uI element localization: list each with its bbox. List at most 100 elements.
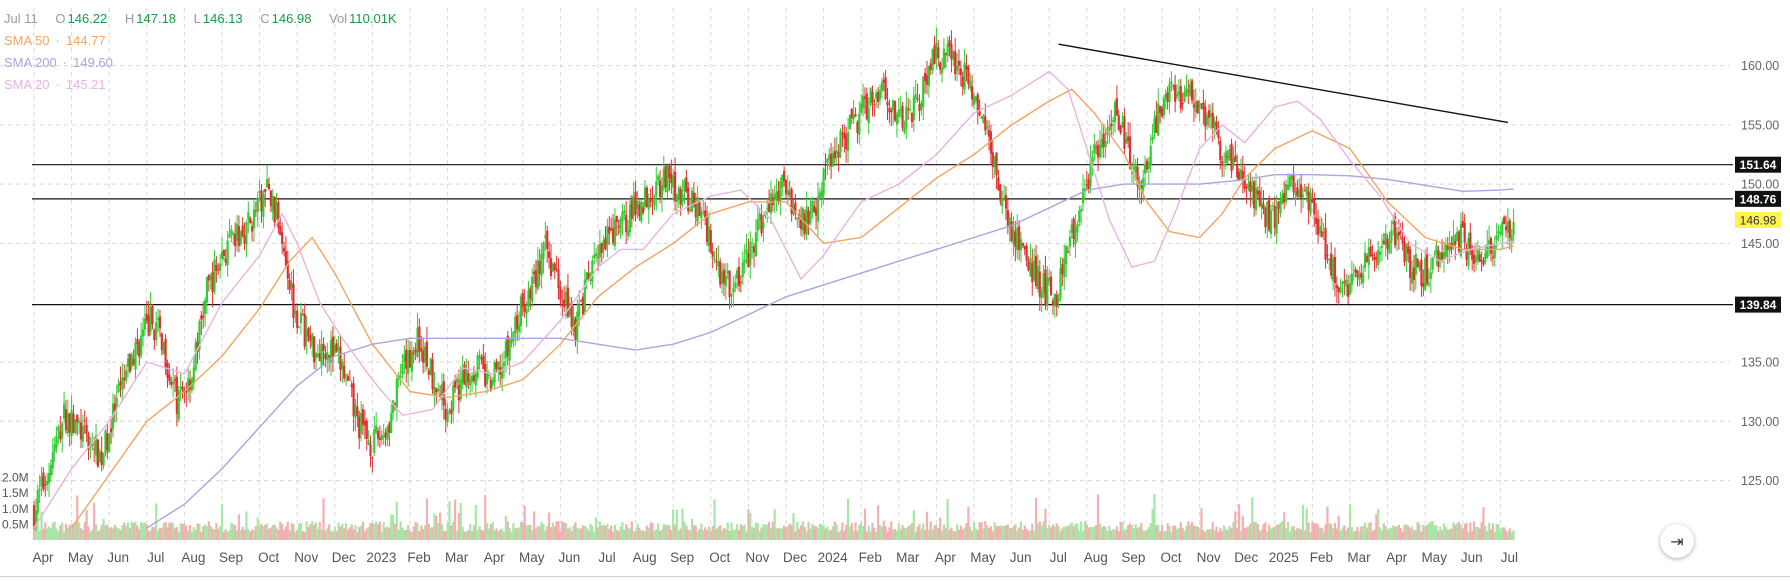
volume-bar	[1437, 530, 1440, 540]
volume-bar	[232, 523, 235, 540]
moving-averages	[33, 70, 1514, 529]
candle-body	[1286, 184, 1290, 190]
candle-body	[252, 209, 256, 229]
candle-body	[68, 413, 71, 433]
volume-bar	[732, 529, 735, 540]
candle-body	[555, 268, 558, 270]
volume-bar	[1051, 524, 1055, 540]
volume-bar	[1217, 531, 1220, 540]
volume-bar	[957, 529, 961, 540]
candle-body	[420, 348, 423, 351]
candle-body	[707, 226, 711, 246]
candle-body	[1369, 246, 1372, 257]
candle-body	[1245, 186, 1248, 189]
volume-bar	[1506, 531, 1510, 540]
volume-bar	[1262, 524, 1265, 540]
candle-body	[1254, 187, 1258, 211]
candle-body	[241, 225, 244, 236]
volume-bar	[611, 531, 615, 540]
candle-body	[726, 270, 729, 274]
volume-bar	[472, 525, 476, 540]
time-tick-label: Mar	[445, 550, 469, 565]
candle-body	[1102, 133, 1105, 147]
volume-bar	[1296, 527, 1299, 540]
candle-body	[1145, 160, 1149, 170]
volume-bar	[775, 528, 778, 540]
volume-bar	[198, 523, 201, 540]
candle-body	[1204, 106, 1207, 127]
candle-body	[984, 116, 987, 131]
volume-bar	[1465, 522, 1468, 540]
candle-body	[506, 335, 509, 356]
candle-body	[128, 353, 131, 372]
candle-body	[818, 192, 821, 198]
volume-bar	[1260, 529, 1263, 540]
volume-bar	[328, 524, 331, 540]
candle-body	[480, 358, 483, 360]
volume-bar	[1371, 531, 1374, 540]
volume-bar	[694, 525, 697, 540]
volume-bar	[1147, 527, 1150, 540]
open-value: 146.22	[67, 11, 108, 26]
candle-body	[203, 300, 207, 315]
candle-body	[307, 328, 310, 337]
candle-body	[1503, 216, 1506, 225]
volume-bar	[1425, 525, 1429, 540]
candle-body	[752, 246, 756, 253]
volume-bar	[299, 522, 303, 540]
candle-body	[369, 444, 372, 457]
sma50-legend[interactable]: SMA 50 · 144.77	[4, 33, 106, 48]
volume-bar	[1066, 525, 1070, 540]
volume-bar	[1399, 527, 1402, 540]
volume-bar	[1459, 524, 1463, 540]
candle-body	[1467, 238, 1470, 266]
candle-body	[1115, 98, 1118, 116]
volume-bar	[1232, 521, 1235, 540]
sma200-legend[interactable]: SMA 200 · 149.60	[4, 55, 113, 70]
candle-body	[944, 52, 947, 55]
candle-body	[675, 195, 679, 203]
candle-body	[1424, 257, 1427, 290]
volume-bar	[1315, 523, 1318, 540]
volume-bar	[1033, 531, 1036, 540]
volume-bar	[995, 526, 998, 540]
candle-body	[1354, 269, 1357, 273]
volume-bar	[585, 527, 588, 540]
candle-body	[1365, 255, 1369, 262]
candle-body	[388, 423, 391, 433]
sma20-legend[interactable]: SMA 20 · 145.21	[4, 77, 106, 92]
scroll-to-latest-button[interactable]: ⇥	[1660, 524, 1694, 558]
volume-bar	[277, 529, 280, 540]
candle-body	[87, 434, 90, 450]
candle-body	[702, 211, 705, 213]
candle-body	[1228, 149, 1231, 161]
volume-bar	[1213, 530, 1216, 540]
volume-bar	[61, 522, 64, 540]
candle-body	[416, 327, 419, 357]
candle-body	[634, 191, 637, 215]
volume-bar	[1228, 525, 1231, 540]
sma200-line	[146, 174, 1514, 529]
volume-bar	[581, 525, 585, 540]
candle-body	[1264, 208, 1267, 228]
candle-body	[1390, 230, 1393, 243]
candle-body	[619, 219, 622, 234]
volume-bar	[566, 528, 570, 540]
candle-body	[991, 152, 994, 167]
volume-bar	[275, 527, 278, 540]
candle-body	[209, 276, 212, 280]
candle-body	[1181, 103, 1184, 105]
volume-bar	[1275, 524, 1278, 540]
volume-bar	[241, 526, 244, 540]
candle-body	[160, 333, 163, 350]
candle-body	[534, 270, 538, 288]
volume-bar	[40, 511, 43, 540]
volume-bar	[510, 531, 513, 540]
volume-bar	[1204, 532, 1207, 540]
candle-body	[593, 255, 596, 259]
candle-body	[1348, 283, 1352, 295]
candle-body	[467, 373, 470, 383]
candle-body	[583, 279, 586, 313]
volume-bar	[1046, 528, 1049, 540]
